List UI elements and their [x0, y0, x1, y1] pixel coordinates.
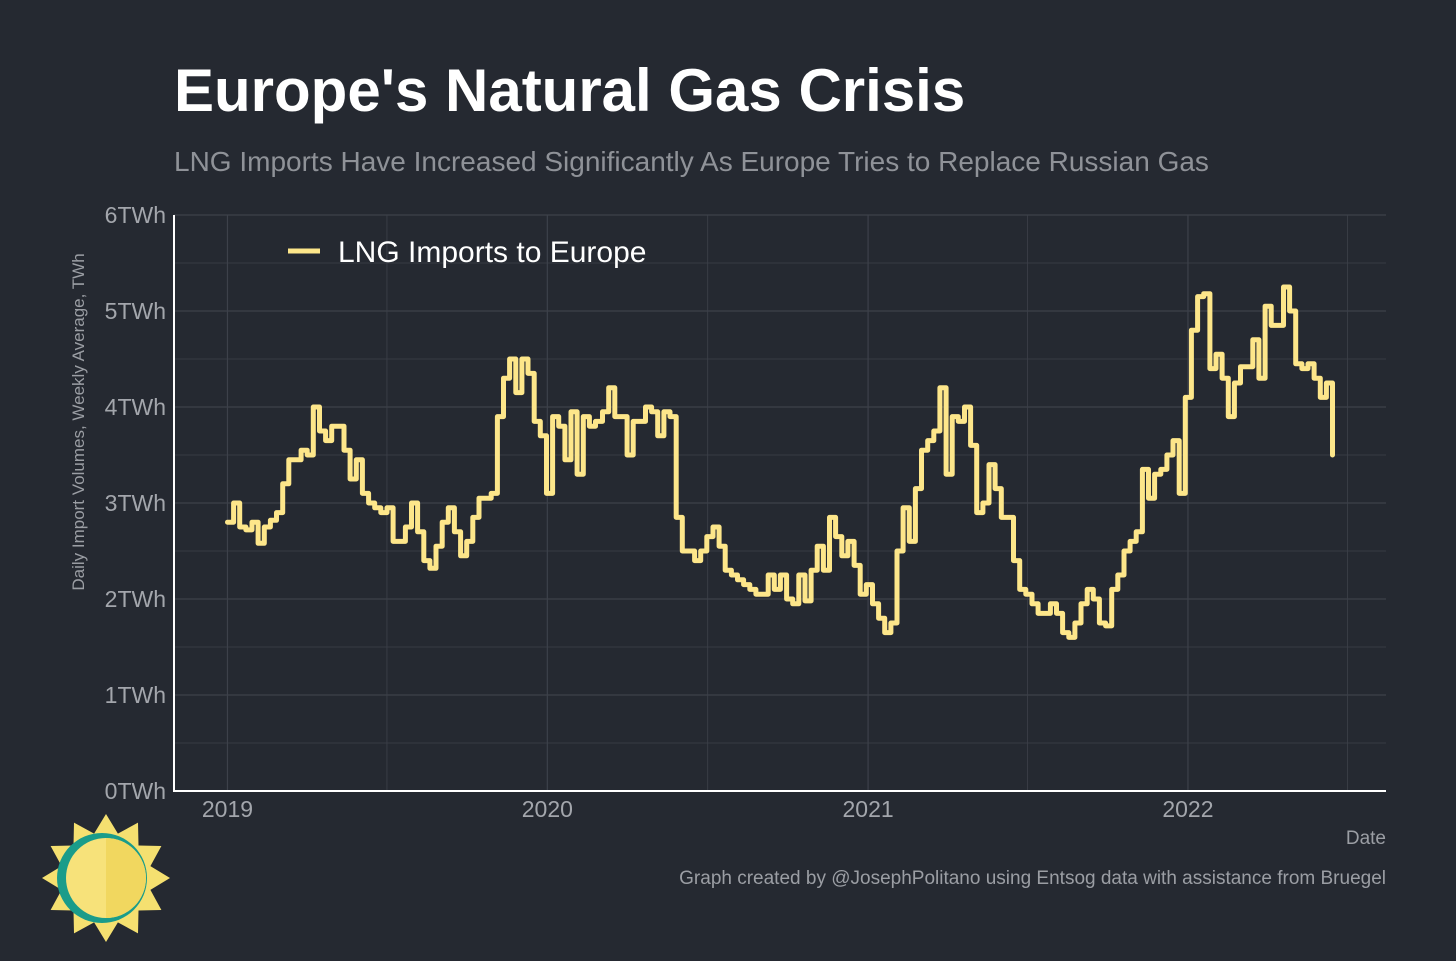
- series-line: [225, 284, 1335, 640]
- x-tick-label: 2021: [842, 796, 893, 822]
- y-tick-label: 4TWh: [105, 394, 166, 420]
- sun-logo-shade: [106, 838, 146, 918]
- source-caption: Graph created by @JosephPolitano using E…: [679, 868, 1386, 889]
- series-layer: [225, 284, 1335, 640]
- x-tick-label: 2020: [522, 796, 573, 822]
- chart-title: Europe's Natural Gas Crisis: [174, 57, 966, 124]
- axis-layer: 0TWh 1TWh 2TWh 3TWh 4TWh 5TWh 6TWh 2019 2020 2021…: [105, 202, 1386, 822]
- grid-layer: [174, 214, 1386, 792]
- y-tick-label: 0TWh: [105, 778, 166, 804]
- y-tick-label: 1TWh: [105, 682, 166, 708]
- y-tick-label: 6TWh: [105, 202, 166, 228]
- y-tick-label: 2TWh: [105, 586, 166, 612]
- x-tick-label: 2022: [1162, 796, 1213, 822]
- x-tick-label: 2019: [202, 796, 253, 822]
- y-tick-label: 5TWh: [105, 298, 166, 324]
- legend-label: LNG Imports to Europe: [338, 236, 646, 269]
- y-tick-label: 3TWh: [105, 490, 166, 516]
- x-axis-label: Date: [1346, 828, 1386, 849]
- y-axis-label: Daily Import Volumes, Weekly Average, TW…: [69, 253, 88, 590]
- legend: LNG Imports to Europe: [288, 236, 646, 269]
- chart-subtitle: LNG Imports Have Increased Significantly…: [174, 146, 1209, 177]
- sun-logo-icon: [42, 814, 170, 942]
